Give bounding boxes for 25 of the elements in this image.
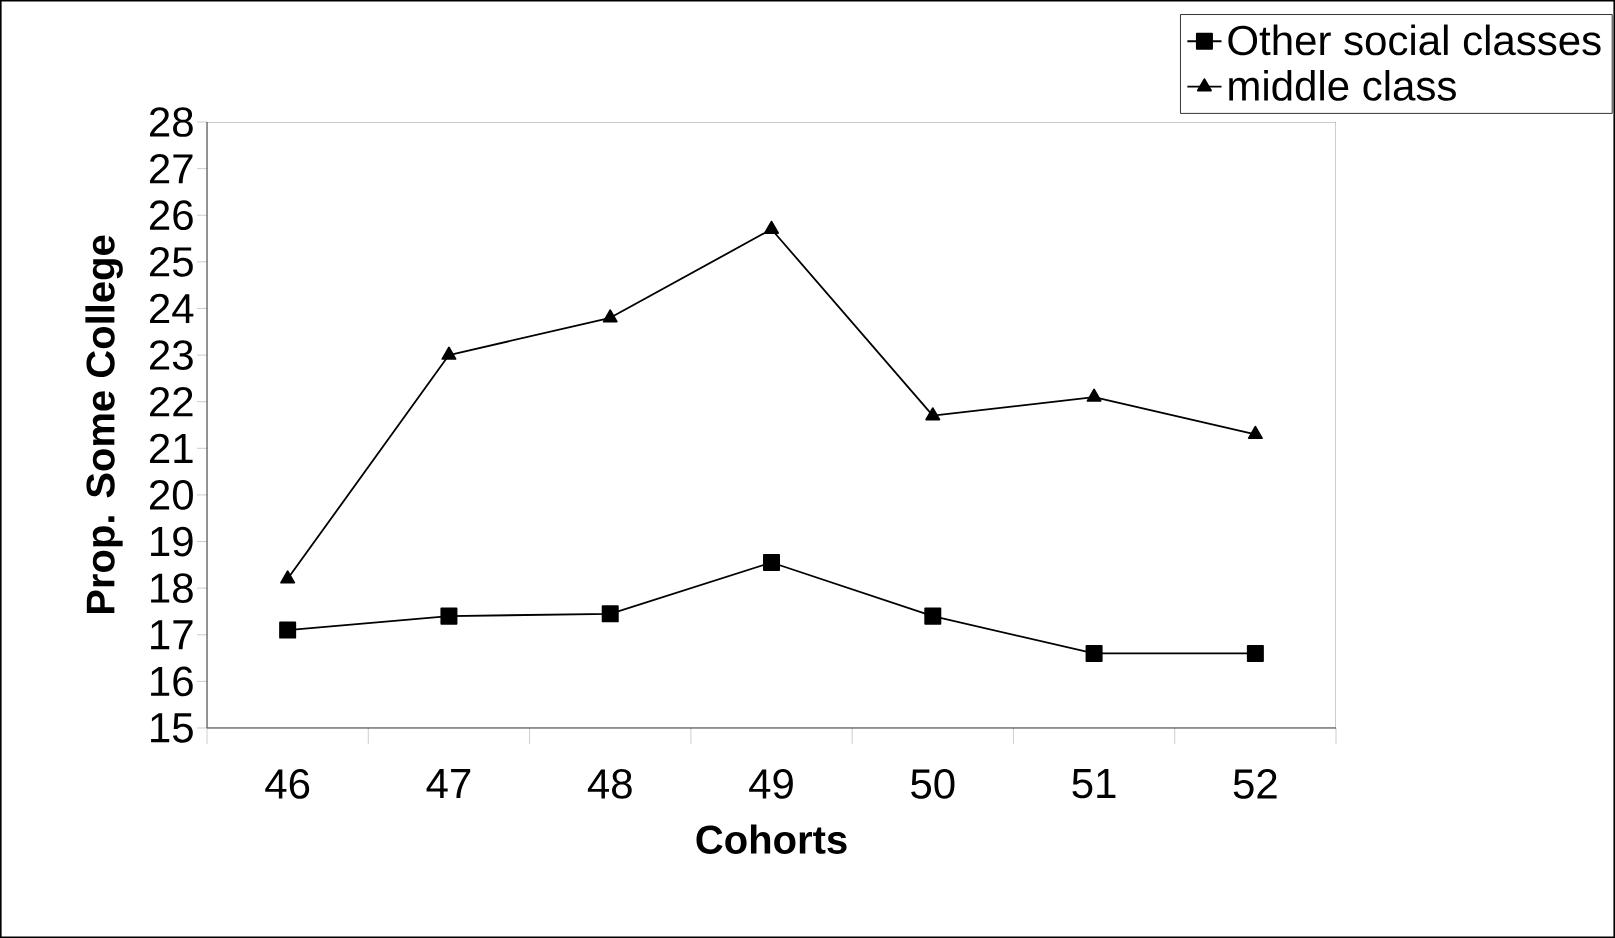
y-tick-label: 19 xyxy=(151,526,193,557)
y-tick-label: 27 xyxy=(149,153,193,184)
y-axis-title: Prop. Some College xyxy=(85,235,123,614)
y-tick-label: 18 xyxy=(151,573,193,604)
y-tick-label: 24 xyxy=(149,293,194,324)
x-tick-label: 46 xyxy=(265,769,310,799)
y-tick-label: 21 xyxy=(149,433,193,463)
x-tick-label: 47 xyxy=(426,769,471,798)
y-tick-label: 28 xyxy=(149,107,193,137)
x-tick-label: 51 xyxy=(1072,769,1116,799)
y-tick-label: 20 xyxy=(149,480,193,510)
x-tick-label: 52 xyxy=(1233,769,1277,799)
y-tick-label: 17 xyxy=(151,620,193,650)
y-tick-label: 26 xyxy=(149,200,193,231)
x-axis-title: Cohorts xyxy=(696,824,847,854)
legend-label: Other social classes xyxy=(1228,24,1601,56)
y-tick-label: 22 xyxy=(149,387,193,417)
y-tick-label: 16 xyxy=(151,666,193,697)
x-tick-label: 50 xyxy=(911,769,955,799)
y-tick-label: 15 xyxy=(151,713,193,743)
legend-label: middle class xyxy=(1229,69,1456,101)
x-tick-label: 48 xyxy=(587,769,632,799)
y-tick-label: 23 xyxy=(149,340,193,370)
y-tick-label: 25 xyxy=(149,246,193,277)
x-tick-label: 49 xyxy=(749,769,793,799)
